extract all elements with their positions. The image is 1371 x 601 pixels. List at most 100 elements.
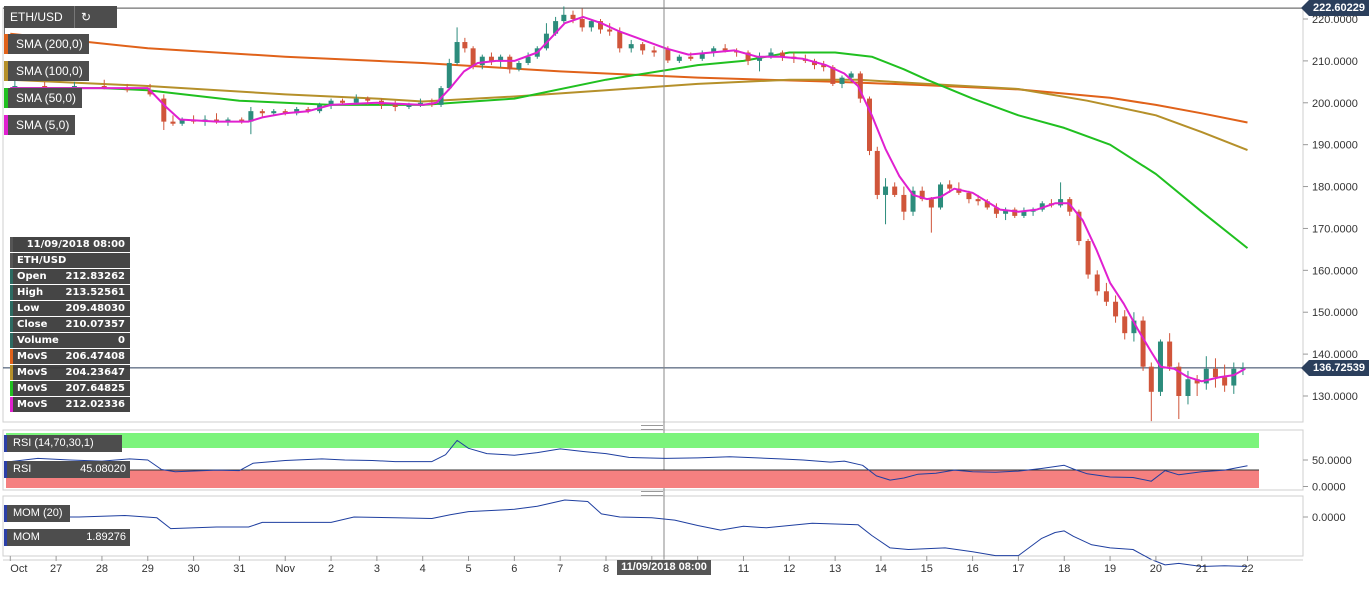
- indicator-sma-5[interactable]: SMA (5,0): [4, 115, 76, 135]
- x-tick-label: 17: [1012, 563, 1024, 575]
- crosshair-date-tag: 11/09/2018 08:00: [617, 560, 711, 575]
- y-tick-label: 180.0000: [1312, 182, 1358, 194]
- candle-down: [239, 119, 245, 122]
- data-window: 11/09/2018 08:00 ETH/USD Open 212.83262 Hi…: [10, 237, 130, 413]
- data-window-symbol: ETH/USD: [10, 253, 130, 268]
- candle-up: [711, 48, 717, 53]
- y-tick-label: 160.0000: [1312, 265, 1358, 277]
- mom-tick-label: 0.0000: [1312, 512, 1346, 524]
- x-tick-label: 5: [465, 563, 471, 575]
- symbol-label[interactable]: ETH/USD: [10, 10, 63, 24]
- data-window-date: 11/09/2018 08:00: [10, 237, 130, 252]
- x-tick-label: 22: [1241, 563, 1253, 575]
- candle-up: [1231, 368, 1237, 386]
- indicator-sma-200[interactable]: SMA (200,0): [4, 34, 89, 54]
- candle-up: [271, 111, 277, 114]
- main-pane-frame: [2, 7, 1304, 423]
- candle-down: [874, 150, 880, 195]
- candle-up: [179, 119, 185, 124]
- x-tick-label: 20: [1150, 563, 1162, 575]
- sma-50-line: [10, 51, 1249, 249]
- candle-up: [1131, 320, 1137, 334]
- data-window-row: MovS 212.02336: [10, 397, 130, 412]
- x-tick-label: 18: [1058, 563, 1070, 575]
- x-tick-label: 11: [738, 563, 749, 575]
- candle-down: [722, 48, 728, 51]
- data-window-value: 210.07357: [65, 319, 125, 330]
- y-tick-label: 140.0000: [1312, 349, 1358, 361]
- candle-down: [579, 19, 585, 28]
- x-tick-label: 6: [511, 563, 517, 575]
- candle-down: [901, 194, 907, 212]
- rsi-overbought-band: [6, 433, 1259, 448]
- candle-down: [1194, 379, 1200, 384]
- candle-down: [1212, 368, 1218, 378]
- candle-down: [170, 121, 176, 124]
- indicator-sma-100[interactable]: SMA (100,0): [4, 61, 89, 81]
- candle-down: [617, 31, 623, 49]
- x-tick-label: Oct: [10, 563, 27, 575]
- data-window-row: MovS 204.23647: [10, 365, 130, 380]
- candle-down: [488, 56, 494, 61]
- candle-down: [147, 90, 153, 95]
- data-window-value: 204.23647: [65, 367, 125, 378]
- candle-up: [1003, 209, 1009, 214]
- candle-down: [259, 111, 265, 114]
- data-window-value: 207.64825: [65, 383, 125, 394]
- candle-up: [1021, 211, 1027, 216]
- candle-down: [1076, 211, 1082, 242]
- candle-up: [516, 62, 522, 70]
- candle-down: [470, 48, 476, 66]
- mom-indicator-label[interactable]: MOM (20): [4, 505, 70, 522]
- indicator-sma-50[interactable]: SMA (50,0): [4, 88, 83, 108]
- candle-down: [598, 21, 604, 30]
- candle-down: [1167, 341, 1173, 367]
- mom-pane-frame: [2, 495, 1304, 557]
- candle-down: [392, 104, 398, 107]
- rsi-indicator-label[interactable]: RSI (14,70,30,1): [4, 435, 122, 452]
- sma-100-line: [10, 78, 1248, 152]
- candle-down: [665, 49, 671, 61]
- candle-up: [1203, 368, 1209, 384]
- candle-down: [161, 98, 167, 122]
- y-tick-label: 220.0000: [1312, 14, 1358, 26]
- candle-down: [462, 42, 468, 49]
- candle-down: [305, 109, 311, 112]
- x-tick-label: 2: [328, 563, 334, 575]
- pane-resize-handle[interactable]: [641, 425, 663, 430]
- data-window-row: MovS 207.64825: [10, 381, 130, 396]
- candle-up: [1240, 367, 1246, 370]
- data-window-row: Open 212.83262: [10, 269, 130, 284]
- pane-resize-handle[interactable]: [641, 491, 663, 496]
- candle-down: [640, 44, 646, 51]
- data-window-key: MovS: [17, 399, 48, 410]
- x-tick-label: 29: [142, 563, 154, 575]
- x-tick-label: 12: [783, 563, 795, 575]
- candle-up: [543, 33, 549, 49]
- candle-down: [947, 184, 953, 189]
- candle-down: [1012, 209, 1018, 216]
- candle-down: [830, 67, 836, 84]
- candle-down: [984, 201, 990, 208]
- candle-down: [975, 199, 981, 202]
- candle-up: [248, 111, 254, 122]
- candle-down: [340, 100, 346, 103]
- data-window-value: 209.48030: [65, 303, 125, 314]
- refresh-icon[interactable]: ↻: [74, 6, 97, 28]
- candle-up: [848, 73, 854, 78]
- x-tick-label: 4: [420, 563, 426, 575]
- candle-down: [282, 111, 288, 114]
- data-window-row: MovS 206.47408: [10, 349, 130, 364]
- candle-up: [525, 56, 531, 63]
- data-window-value: 212.02336: [65, 399, 125, 410]
- x-tick-label: 8: [603, 563, 609, 575]
- candle-up: [553, 21, 559, 34]
- candle-down: [1222, 377, 1228, 386]
- candle-up: [628, 44, 634, 49]
- rsi-oversold-band: [6, 470, 1259, 488]
- x-tick-label: 21: [1196, 563, 1208, 575]
- x-tick-label: 15: [921, 563, 933, 575]
- candle-up: [454, 42, 460, 63]
- candle-down: [866, 98, 872, 151]
